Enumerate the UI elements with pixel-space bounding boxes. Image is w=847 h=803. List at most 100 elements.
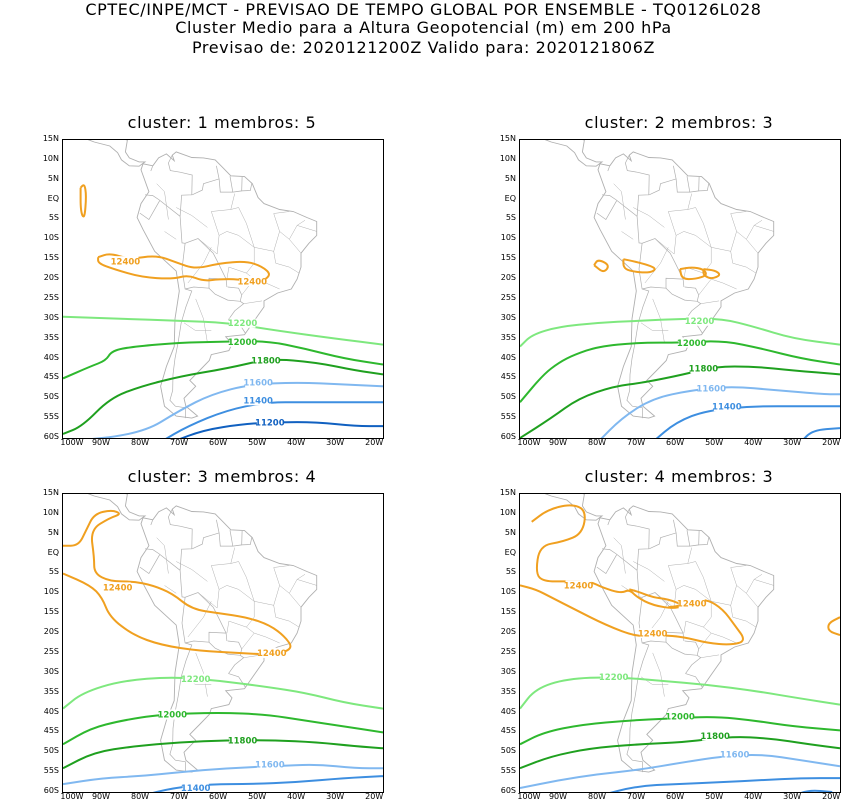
contour-label: 11800 bbox=[689, 365, 719, 375]
contour-label-bg bbox=[112, 256, 139, 267]
contour-label-bg bbox=[565, 580, 592, 591]
country-border bbox=[168, 154, 193, 217]
contour-label-bg bbox=[229, 317, 256, 328]
lon-tick-label: 70W bbox=[627, 438, 646, 447]
lat-tick-label: 35S bbox=[43, 686, 59, 696]
state-border bbox=[195, 652, 208, 697]
state-border bbox=[700, 300, 720, 304]
contour-12200 bbox=[520, 676, 840, 710]
contour-12000 bbox=[520, 340, 840, 403]
lat-tick-label: 5N bbox=[47, 527, 59, 537]
country-border bbox=[218, 530, 234, 547]
country-border bbox=[168, 508, 193, 571]
contour-12400 bbox=[679, 266, 707, 281]
lat-tick-label: 30S bbox=[43, 312, 59, 322]
lon-tick-label: 90W bbox=[548, 792, 568, 801]
state-border bbox=[183, 322, 212, 331]
lat-tick-label: 30S bbox=[500, 666, 516, 676]
state-border bbox=[613, 183, 626, 220]
country-border bbox=[649, 165, 677, 196]
lat-tick-label: 40S bbox=[43, 352, 59, 362]
contour-12400 bbox=[97, 253, 270, 283]
state-border bbox=[176, 207, 208, 228]
state-border bbox=[246, 601, 280, 644]
lat-tick-label: 5S bbox=[505, 567, 516, 577]
country-border bbox=[689, 176, 700, 193]
state-border bbox=[633, 207, 665, 228]
contour-label: 12200 bbox=[228, 319, 258, 329]
state-border bbox=[652, 652, 665, 697]
state-border bbox=[187, 601, 212, 638]
lat-tick-label: 15N bbox=[42, 488, 59, 497]
country-border bbox=[169, 623, 193, 773]
contour-12400 bbox=[63, 509, 292, 656]
map-panel-4: 12400 12400 12400 12200 12000 11800 11600 bbox=[519, 493, 841, 793]
contour-12400 bbox=[622, 258, 656, 274]
lon-tick-label: 30W bbox=[326, 438, 345, 447]
state-border bbox=[289, 220, 306, 240]
lon-tick-label: 20W bbox=[365, 438, 384, 447]
chart-title-line3: Previsao de: 2020121200Z Valido para: 20… bbox=[191, 38, 656, 57]
contour-12000 bbox=[520, 716, 840, 746]
state-border bbox=[730, 251, 757, 274]
contour-label: 12400 bbox=[111, 257, 141, 267]
lat-tick-label: 20S bbox=[43, 273, 59, 283]
lon-tick-label: 40W bbox=[287, 438, 306, 447]
lon-tick-label: 20W bbox=[365, 792, 384, 801]
state-border bbox=[640, 322, 669, 331]
lon-tick-label: 40W bbox=[744, 438, 763, 447]
contour-label: 12400 bbox=[677, 599, 707, 609]
state-border bbox=[730, 605, 757, 628]
state-border bbox=[297, 579, 317, 586]
lat-tick-label: 55S bbox=[43, 412, 59, 422]
contour-label-bg bbox=[182, 783, 209, 792]
lat-tick-label: 45S bbox=[43, 372, 59, 382]
lon-tick-label: 90W bbox=[548, 438, 568, 447]
country-border bbox=[625, 508, 650, 571]
contour-11600 bbox=[63, 763, 383, 786]
country-border bbox=[626, 269, 650, 419]
country-border bbox=[649, 519, 677, 550]
lat-tick-label: 45S bbox=[43, 726, 59, 736]
contour-12200 bbox=[63, 676, 383, 710]
lat-tick-label: EQ bbox=[504, 547, 516, 557]
lat-tick-label: 60S bbox=[500, 786, 516, 795]
state-border bbox=[230, 193, 235, 210]
lat-tick-label: 15N bbox=[499, 488, 516, 497]
contour-label-bg bbox=[229, 735, 256, 746]
state-border bbox=[273, 251, 300, 274]
contour-label-bg bbox=[686, 315, 713, 326]
contour-label-bg bbox=[713, 401, 740, 412]
state-border bbox=[297, 225, 317, 232]
south-america-coastline bbox=[136, 505, 318, 773]
lat-tick-label: 50S bbox=[43, 392, 59, 402]
lon-tick-label: 20W bbox=[822, 438, 841, 447]
country-border bbox=[642, 286, 700, 302]
lat-tick-label: 10S bbox=[43, 587, 59, 597]
contour-12400 bbox=[702, 268, 721, 280]
lon-tick-label: 50W bbox=[705, 438, 724, 447]
state-border bbox=[698, 278, 712, 296]
contour-label-bg bbox=[678, 337, 705, 348]
lat-tick-label: 15S bbox=[43, 607, 59, 617]
state-border bbox=[226, 620, 247, 634]
lat-tick-label: 45S bbox=[500, 372, 516, 382]
state-border bbox=[730, 565, 747, 586]
lon-tick-label: 30W bbox=[783, 438, 802, 447]
country-border bbox=[685, 655, 702, 674]
lat-tick-label: 50S bbox=[500, 392, 516, 402]
chart-title-line1: CPTEC/INPE/MCT - PREVISAO DE TEMPO GLOBA… bbox=[85, 0, 762, 19]
state-border bbox=[230, 547, 235, 564]
state-border bbox=[156, 537, 169, 574]
contour-label-bg bbox=[721, 749, 748, 760]
state-border bbox=[730, 211, 747, 232]
contour-label: 11800 bbox=[228, 737, 258, 747]
lat-tick-label: 5N bbox=[504, 173, 516, 183]
state-border bbox=[687, 193, 692, 210]
country-border bbox=[241, 536, 253, 546]
state-border bbox=[273, 211, 290, 232]
country-border bbox=[181, 592, 228, 642]
state-border bbox=[241, 632, 255, 650]
contour-12000 bbox=[63, 712, 383, 746]
lat-tick-label: 30S bbox=[500, 312, 516, 322]
